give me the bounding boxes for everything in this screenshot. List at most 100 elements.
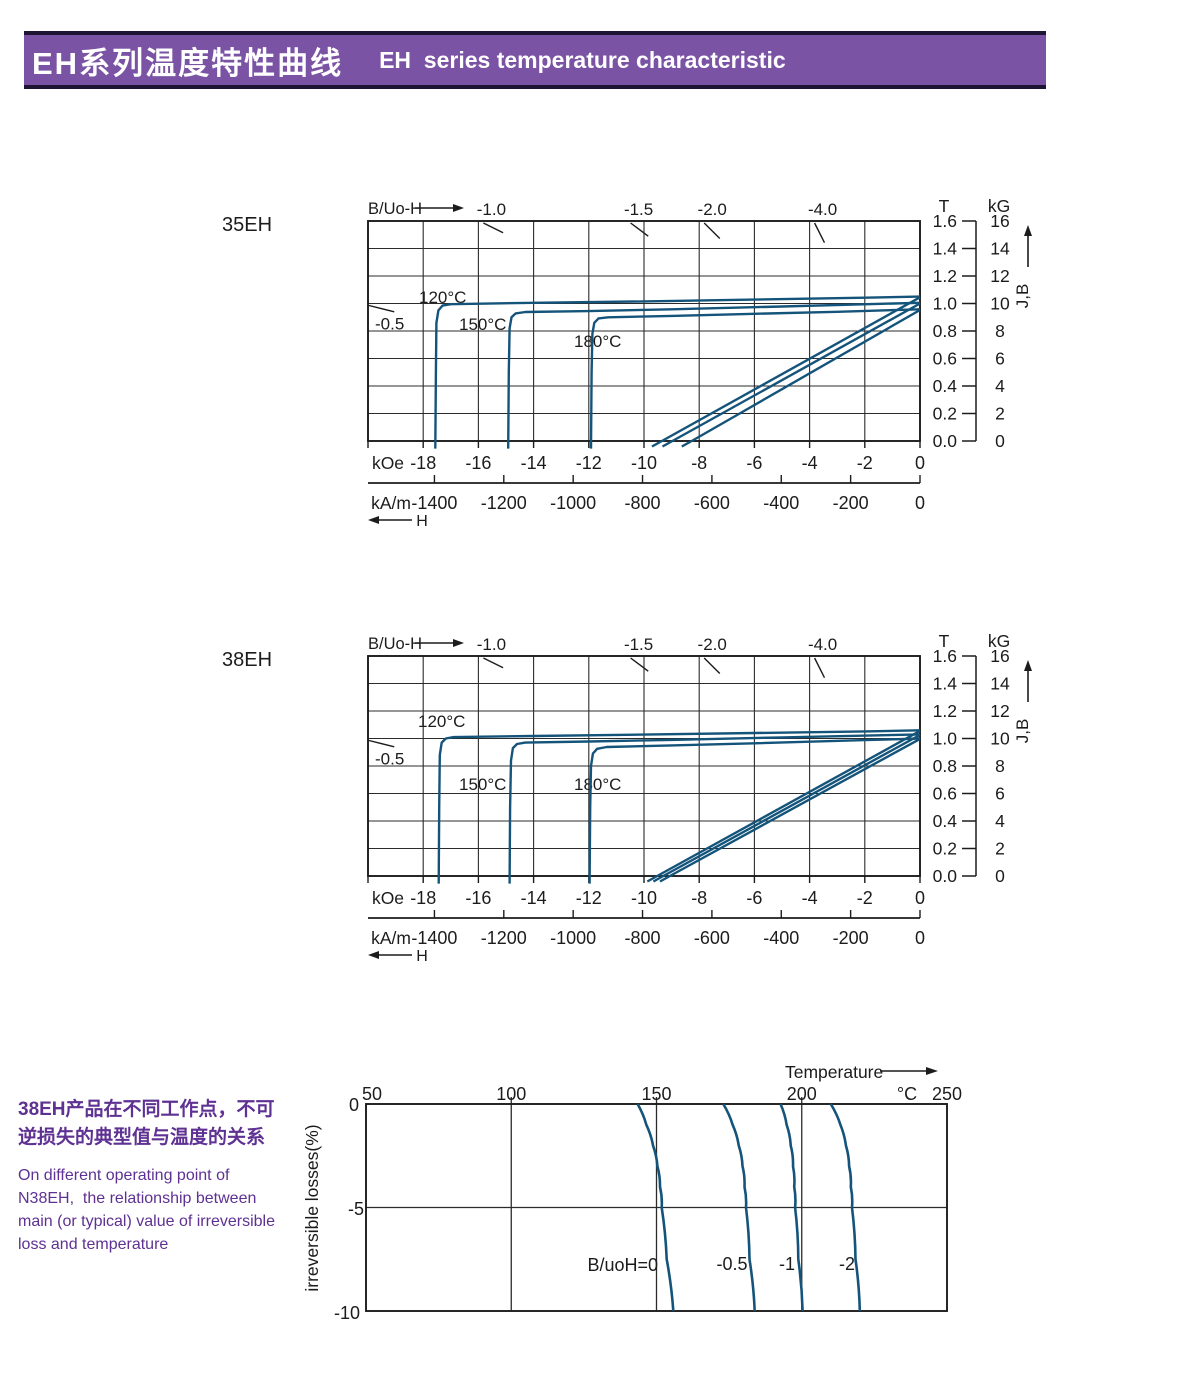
kg-tick-label: 10 bbox=[990, 294, 1010, 314]
h-arrow-head-icon bbox=[368, 951, 379, 959]
jb-arrow-head-icon bbox=[1024, 225, 1032, 236]
kam-tick-label: -600 bbox=[694, 493, 730, 513]
loss-tick-label: -10 bbox=[334, 1303, 360, 1323]
temp-unit-label: °C bbox=[897, 1084, 917, 1104]
grade-label-35eh: 35EH bbox=[222, 214, 273, 236]
temp-tick-label: 100 bbox=[496, 1084, 526, 1104]
page-title-english: EH series temperature characteristic bbox=[379, 46, 786, 73]
curves bbox=[434, 295, 921, 449]
kg-tick-label: 16 bbox=[990, 646, 1009, 666]
koe-unit-label: kOe bbox=[372, 453, 404, 473]
b-axis-label: B/Uo-H bbox=[368, 635, 422, 653]
load-line-tick bbox=[483, 222, 504, 234]
kam-tick-label: -1000 bbox=[550, 493, 596, 513]
kg-tick-label: 16 bbox=[990, 211, 1009, 231]
caption-chinese-line: 逆损失的典型值与温度的关系 bbox=[18, 1127, 266, 1148]
t-tick-label: 0.4 bbox=[933, 376, 958, 396]
koe-tick-label: -12 bbox=[576, 453, 602, 473]
koe-tick-label: -4 bbox=[802, 888, 818, 908]
koe-tick-label: -18 bbox=[410, 453, 436, 473]
kam-tick-label: -400 bbox=[763, 493, 799, 513]
kg-tick-label: 6 bbox=[995, 349, 1005, 369]
koe-tick-label: -14 bbox=[521, 453, 547, 473]
load-line-label: -1.5 bbox=[624, 635, 653, 654]
kam-tick-label: -400 bbox=[763, 928, 799, 948]
load-line-tick bbox=[813, 222, 826, 243]
b-axis-arrow-head-icon bbox=[453, 639, 464, 647]
koe-tick-label: -10 bbox=[631, 453, 657, 473]
koe-tick-label: 0 bbox=[915, 888, 925, 908]
kam-tick-label: 0 bbox=[915, 928, 925, 948]
load-line-tick bbox=[630, 222, 649, 237]
kam-tick-label: 0 bbox=[915, 493, 925, 513]
koe-tick-label: -16 bbox=[465, 888, 491, 908]
kam-tick-label: -800 bbox=[625, 928, 661, 948]
load-line-tick bbox=[703, 222, 721, 240]
kg-tick-label: 12 bbox=[990, 266, 1009, 286]
temp-tick-label: 200 bbox=[787, 1084, 817, 1104]
loss-chart-caption: 38EH产品在不同工作点，不可 逆损失的典型值与温度的关系 On differe… bbox=[18, 1096, 298, 1256]
koe-axis: -18 -16 -14 -12 -10 -8 -6 -4 -2 0 kOe bbox=[367, 876, 925, 908]
t-tick-label: 0.0 bbox=[933, 866, 958, 886]
kg-tick-label: 14 bbox=[990, 674, 1010, 694]
kg-tick-label: 8 bbox=[995, 321, 1005, 341]
t-tick-label: 0.8 bbox=[933, 756, 957, 776]
koe-tick-label: -8 bbox=[691, 888, 707, 908]
curve-b-120-c bbox=[651, 296, 921, 448]
t-tick-label: 0.6 bbox=[933, 784, 957, 804]
kg-tick-label: 12 bbox=[990, 701, 1009, 721]
caption-english-block: On different operating point of N38EH, t… bbox=[18, 1164, 298, 1256]
page-header: EH系列温度特性曲线 EH series temperature charact… bbox=[24, 31, 1046, 89]
koe-axis: -18 -16 -14 -12 -10 -8 -6 -4 -2 0 kOe bbox=[367, 441, 925, 473]
temp-tick-label: 50 bbox=[362, 1084, 382, 1104]
koe-tick-label: -18 bbox=[410, 888, 436, 908]
kam-tick-label: -800 bbox=[625, 493, 661, 513]
kg-unit-label: kG bbox=[988, 196, 1010, 216]
kam-unit-label: kA/m bbox=[371, 928, 411, 948]
jb-axis-label: J,B bbox=[1013, 719, 1032, 744]
kam-tick-label: -1200 bbox=[481, 928, 527, 948]
curve-j-180-c bbox=[588, 737, 921, 884]
curve-b-150-c bbox=[652, 733, 921, 883]
t-unit-label: T bbox=[939, 196, 950, 216]
load-lines: -1.0 -1.5 -2.0 -4.0 -0.5 bbox=[368, 200, 837, 334]
caption-english-line: loss and temperature bbox=[18, 1236, 169, 1253]
kam-tick-label: -1000 bbox=[550, 928, 596, 948]
load-lines: -1.0 -1.5 -2.0 -4.0 -0.5 bbox=[368, 635, 837, 769]
temp-tick-label: 250 bbox=[932, 1084, 962, 1104]
koe-tick-label: -8 bbox=[691, 453, 707, 473]
caption-chinese-line: 38EH产品在不同工作点，不可 bbox=[18, 1099, 275, 1120]
loss-tick-label: 0 bbox=[349, 1095, 359, 1115]
loss-axis-title: irreversible losses(%) bbox=[302, 1124, 322, 1291]
kam-tick-label: -1400 bbox=[411, 493, 457, 513]
curve-j-150-c bbox=[508, 733, 921, 884]
load-line-label: -0.5 bbox=[375, 315, 404, 334]
curve-j-180-c bbox=[589, 308, 921, 449]
kg-tick-label: 8 bbox=[995, 756, 1005, 776]
curves bbox=[437, 729, 921, 884]
koe-tick-label: -12 bbox=[576, 888, 602, 908]
t-tick-label: 1.4 bbox=[933, 674, 958, 694]
curve--0.5 bbox=[722, 1103, 756, 1312]
kg-tick-label: 2 bbox=[995, 839, 1005, 859]
grid bbox=[367, 655, 921, 877]
curve-label: -0.5 bbox=[716, 1254, 747, 1274]
temperature-label: 120°C bbox=[418, 712, 465, 731]
load-line-label: -4.0 bbox=[808, 200, 837, 219]
plot-border bbox=[365, 1103, 948, 1312]
kam-tick-label: -1200 bbox=[481, 493, 527, 513]
b-axis-arrow-head-icon bbox=[453, 204, 464, 212]
kam-tick-label: -200 bbox=[833, 928, 869, 948]
koe-tick-label: -14 bbox=[521, 888, 547, 908]
load-line-tick bbox=[630, 657, 649, 672]
temperature-arrow-head-icon bbox=[926, 1067, 938, 1075]
loss-tick-label: -5 bbox=[348, 1199, 364, 1219]
t-tick-label: 1.2 bbox=[933, 266, 957, 286]
load-line-tick bbox=[483, 657, 504, 669]
t-unit-label: T bbox=[939, 631, 950, 651]
kg-tick-label: 10 bbox=[990, 729, 1010, 749]
load-line-label: -2.0 bbox=[698, 635, 727, 654]
t-tick-label: 1.6 bbox=[933, 646, 957, 666]
